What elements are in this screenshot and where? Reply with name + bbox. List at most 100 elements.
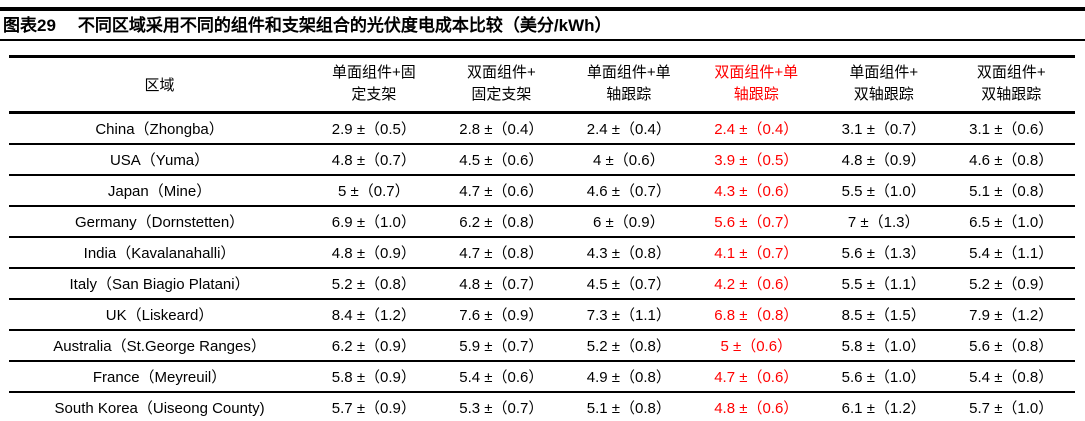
table-row: China（Zhongba） 2.9 ±（0.5） 2.8 ±（0.4） 2.4… [9,113,1075,145]
value-cell: 5.8 ±（1.0） [820,329,948,361]
value-cell: 4.5 ±（0.6） [437,143,566,175]
value-cell: 4.7 ±（0.8） [437,236,566,268]
value-cell: 5.1 ±（0.8） [565,391,693,421]
region-cell: Australia（St.George Ranges） [9,329,311,361]
col-header-line1: 单面组件+单 [586,64,671,81]
region-cell: Japan（Mine） [9,174,311,206]
value-cell: 4.9 ±（0.8） [565,360,693,392]
value-cell: 6.1 ±（1.2） [820,391,948,421]
value-cell: 5.4 ±（0.6） [437,360,566,392]
value-cell: 5.3 ±（0.7） [437,391,566,421]
value-cell: 6.2 ±（0.9） [310,329,438,361]
value-cell: 4.1 ±（0.7） [692,236,820,268]
col-header-line2: 轴跟踪 [606,86,652,103]
col-header-line1: 双面组件+单 [714,64,799,81]
value-cell: 4.8 ±（0.7） [310,143,438,175]
col-header-line1: 单面组件+固 [331,64,416,81]
table-row: Australia（St.George Ranges） 6.2 ±（0.9） 5… [9,329,1075,361]
value-cell: 5.8 ±（0.9） [310,360,438,392]
value-cell: 5.7 ±（0.9） [310,391,438,421]
region-cell: UK（Liskeard） [9,298,311,330]
value-cell: 3.9 ±（0.5） [692,143,820,175]
col-header-line2: 固定支架 [471,86,532,103]
col-header-mono-dual-axis: 单面组件+ 双轴跟踪 [820,56,948,114]
value-cell: 4.3 ±（0.6） [692,174,820,206]
value-cell: 5.9 ±（0.7） [437,329,566,361]
value-cell: 5.4 ±（0.8） [947,360,1075,392]
value-cell: 6.9 ±（1.0） [310,205,438,237]
col-header-mono-fixed: 单面组件+固 定支架 [310,56,438,114]
value-cell: 5.6 ±（0.7） [692,205,820,237]
col-header-bifacial-fixed: 双面组件+ 固定支架 [437,56,566,114]
value-cell: 5.6 ±（0.8） [947,329,1075,361]
value-cell: 2.8 ±（0.4） [459,121,544,138]
table-row: South Korea（Uiseong County) 5.7 ±（0.9） 5… [9,391,1075,421]
region-cell: France（Meyreuil） [9,360,311,392]
value-cell: 4.6 ±（0.7） [565,174,693,206]
value-cell: 6.8 ±（0.8） [692,298,820,330]
value-cell: 6 ±（0.9） [565,205,693,237]
value-cell: 2.9 ±（0.5） [331,121,416,138]
value-cell: 5.4 ±（1.1） [947,236,1075,268]
value-cell: 4.5 ±（0.7） [565,267,693,299]
col-header-line1: 单面组件+ [849,64,919,81]
col-header-line1: 双面组件+ [466,64,536,81]
lcoe-table: 区域 单面组件+固 定支架 双面组件+ 固定支架 单面组件+单 轴跟踪 双面组件… [9,55,1075,421]
value-cell: 8.4 ±（1.2） [310,298,438,330]
col-header-bifacial-single-axis: 双面组件+单 轴跟踪 [692,56,820,114]
col-header-line2: 双轴跟踪 [981,86,1042,103]
col-header-bifacial-dual-axis: 双面组件+ 双轴跟踪 [947,56,1075,114]
value-cell: 5.7 ±（1.0） [947,391,1075,421]
value-cell: 4.8 ±（0.9） [820,143,948,175]
value-cell: 8.5 ±（1.5） [820,298,948,330]
col-header-region: 区域 [9,56,311,114]
col-header-line2: 定支架 [351,86,397,103]
value-cell: 5.2 ±（0.8） [310,267,438,299]
col-header-mono-single-axis: 单面组件+单 轴跟踪 [565,56,693,114]
table-row: France（Meyreuil） 5.8 ±（0.9） 5.4 ±（0.6） 4… [9,360,1075,392]
value-cell: 4.6 ±（0.8） [947,143,1075,175]
col-header-line1: 双面组件+ [976,64,1046,81]
region-cell: China（Zhongba） [95,121,224,138]
value-cell: 4 ±（0.6） [565,143,693,175]
value-cell: 5.2 ±（0.8） [565,329,693,361]
report-figure: 图表29 不同区域采用不同的组件和支架组合的光伏度电成本比较（美分/kWh） 区域… [0,7,1085,421]
table-row: India（Kavalanahalli） 4.8 ±（0.9） 4.7 ±（0.… [9,236,1075,268]
figure-number: 图表29 [3,16,56,35]
table-row: Germany（Dornstetten） 6.9 ±（1.0） 6.2 ±（0.… [9,205,1075,237]
table-row: UK（Liskeard） 8.4 ±（1.2） 7.6 ±（0.9） 7.3 ±… [9,298,1075,330]
value-cell: 4.7 ±（0.6） [692,360,820,392]
value-cell: 4.8 ±（0.6） [692,391,820,421]
col-header-line2: 双轴跟踪 [853,86,914,103]
value-cell: 7.9 ±（1.2） [947,298,1075,330]
value-cell: 5 ±（0.7） [310,174,438,206]
table-row: Italy（San Biagio Platani） 5.2 ±（0.8） 4.8… [9,267,1075,299]
region-cell: Germany（Dornstetten） [9,205,311,237]
value-cell: 4.8 ±（0.9） [310,236,438,268]
value-cell: 5.6 ±（1.0） [820,360,948,392]
value-cell: 2.4 ±（0.4） [586,121,671,138]
value-cell: 3.1 ±（0.7） [841,121,926,138]
value-cell: 7.6 ±（0.9） [437,298,566,330]
value-cell: 3.1 ±（0.6） [969,121,1054,138]
col-header-line2: 轴跟踪 [733,86,779,103]
figure-title: 不同区域采用不同的组件和支架组合的光伏度电成本比较（美分/kWh） [77,16,612,35]
value-cell: 6.2 ±（0.8） [437,205,566,237]
value-cell: 4.8 ±（0.7） [437,267,566,299]
value-cell: 5 ±（0.6） [692,329,820,361]
value-cell: 5.1 ±（0.8） [947,174,1075,206]
value-cell: 7 ±（1.3） [820,205,948,237]
value-cell: 4.3 ±（0.8） [565,236,693,268]
value-cell: 5.5 ±（1.1） [820,267,948,299]
value-cell: 4.2 ±（0.6） [692,267,820,299]
value-cell: 2.4 ±（0.4） [714,121,799,138]
value-cell: 5.6 ±（1.3） [820,236,948,268]
value-cell: 6.5 ±（1.0） [947,205,1075,237]
table-row: Japan（Mine） 5 ±（0.7） 4.7 ±（0.6） 4.6 ±（0.… [9,174,1075,206]
value-cell: 4.7 ±（0.6） [437,174,566,206]
figure-title-block: 图表29 不同区域采用不同的组件和支架组合的光伏度电成本比较（美分/kWh） [0,7,1085,41]
region-cell: Italy（San Biagio Platani） [9,267,311,299]
value-cell: 7.3 ±（1.1） [565,298,693,330]
region-cell: India（Kavalanahalli） [9,236,311,268]
region-cell: USA（Yuma） [9,143,311,175]
